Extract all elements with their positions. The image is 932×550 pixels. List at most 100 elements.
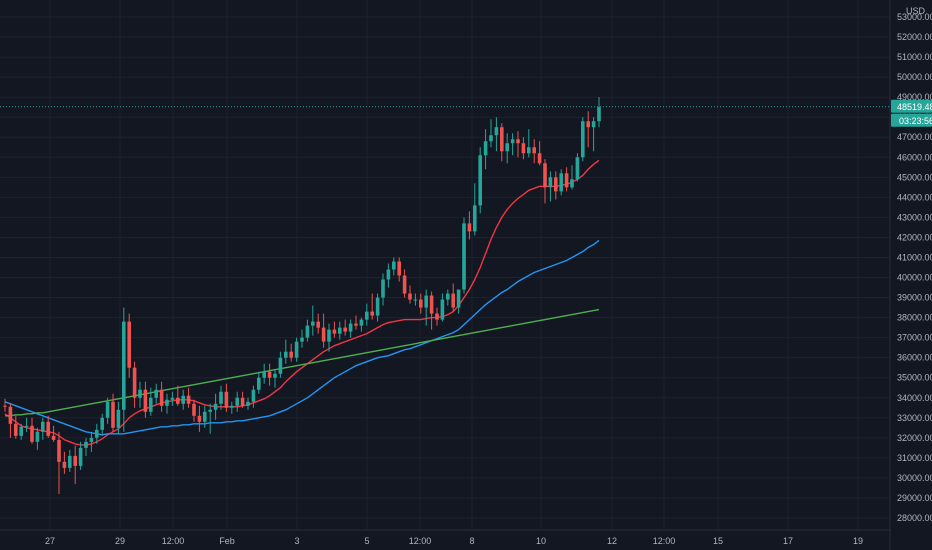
candle-body: [483, 141, 488, 156]
candle-body: [192, 403, 196, 416]
candle: [365, 303, 369, 326]
candle: [95, 423, 99, 444]
price-axis[interactable]: USD 28000.00 29000.00 30000.00 31000.00 3200…: [897, 6, 932, 523]
candle: [203, 405, 207, 428]
candle-body: [111, 401, 115, 428]
candle: [78, 441, 83, 470]
candle: [284, 339, 288, 364]
candle: [186, 387, 191, 408]
candle: [521, 137, 526, 160]
candle-body: [327, 329, 331, 342]
candle-body: [446, 293, 450, 300]
candle-body: [354, 323, 358, 326]
candle-body: [413, 299, 418, 301]
candle-body: [332, 329, 337, 334]
candle: [440, 293, 445, 322]
candles: [3, 97, 601, 494]
candle-body: [548, 177, 553, 188]
candle-body: [300, 337, 304, 342]
candle-body: [424, 295, 428, 308]
candle: [392, 257, 396, 276]
candle-body: [564, 173, 569, 188]
price-tick-label: 37000.00: [897, 333, 932, 343]
candle-body: [278, 357, 283, 374]
candle-body: [267, 371, 272, 378]
candle: [489, 119, 493, 148]
candle-body: [262, 371, 266, 378]
time-tick-label: Feb: [219, 536, 235, 546]
candle-body: [575, 157, 580, 180]
candle: [591, 117, 596, 152]
candle: [300, 329, 304, 348]
candle-body: [419, 299, 423, 308]
candle: [41, 417, 45, 440]
candle: [527, 129, 531, 158]
candle: [581, 117, 585, 162]
candle: [230, 401, 234, 414]
candle-body: [197, 415, 202, 422]
candle-body: [521, 143, 526, 154]
candle-body: [473, 205, 477, 232]
candle-body: [224, 391, 229, 408]
candle-body: [543, 163, 547, 188]
candle-body: [132, 367, 137, 398]
candle-body: [494, 127, 499, 136]
candle: [219, 385, 223, 410]
candle: [343, 319, 347, 336]
candle: [68, 449, 72, 472]
candle-body: [149, 397, 153, 412]
candle-body: [186, 395, 191, 404]
candle-body: [500, 127, 504, 152]
price-tick-label: 34000.00: [897, 393, 932, 403]
candle: [435, 307, 439, 326]
candle-body: [57, 439, 61, 462]
candle-body: [456, 289, 461, 308]
candle: [116, 401, 121, 434]
price-tick-label: 28000.00: [897, 513, 932, 523]
time-tick-label: 27: [45, 536, 55, 546]
price-tick-label: 53000.00: [897, 12, 932, 22]
moving-average-line: [4, 239, 600, 436]
candle: [122, 307, 126, 432]
candle-body: [51, 435, 56, 440]
candle: [354, 315, 358, 330]
candle: [149, 387, 153, 416]
candle-body: [46, 421, 50, 436]
time-tick-label: 12:00: [409, 536, 432, 546]
candle: [273, 369, 277, 388]
candle-body: [338, 327, 342, 334]
candle: [316, 313, 320, 334]
candle-body: [100, 417, 104, 430]
candle: [408, 285, 412, 304]
candle: [57, 431, 61, 494]
candle: [132, 361, 137, 408]
candle-body: [537, 153, 542, 164]
candle: [278, 351, 283, 378]
candle-body: [78, 447, 83, 466]
candle: [46, 415, 50, 438]
time-tick-label: 15: [713, 536, 723, 546]
candle: [597, 97, 601, 128]
time-axis[interactable]: 27 29 12:00 Feb 3 5 12:00 8 10 12 12:00 15 17 19: [45, 536, 863, 546]
candle: [257, 371, 261, 394]
candle: [73, 445, 77, 484]
current-price-tag: 48519.48 03:23:56: [891, 99, 932, 127]
candle-body: [370, 311, 374, 316]
candle: [327, 323, 331, 352]
candle-body: [489, 135, 493, 142]
candle: [154, 383, 158, 404]
candle-body: [143, 389, 148, 412]
candle: [532, 139, 536, 164]
candle-body: [24, 425, 29, 427]
candle-body: [392, 261, 396, 270]
candle: [311, 305, 315, 336]
candle-body: [105, 401, 110, 418]
time-tick-label: 8: [469, 536, 474, 546]
candle-body: [510, 139, 515, 144]
candle-body: [30, 425, 34, 442]
candle: [165, 393, 169, 414]
candle: [138, 381, 142, 408]
candle-body: [208, 409, 212, 412]
candle: [456, 289, 461, 314]
